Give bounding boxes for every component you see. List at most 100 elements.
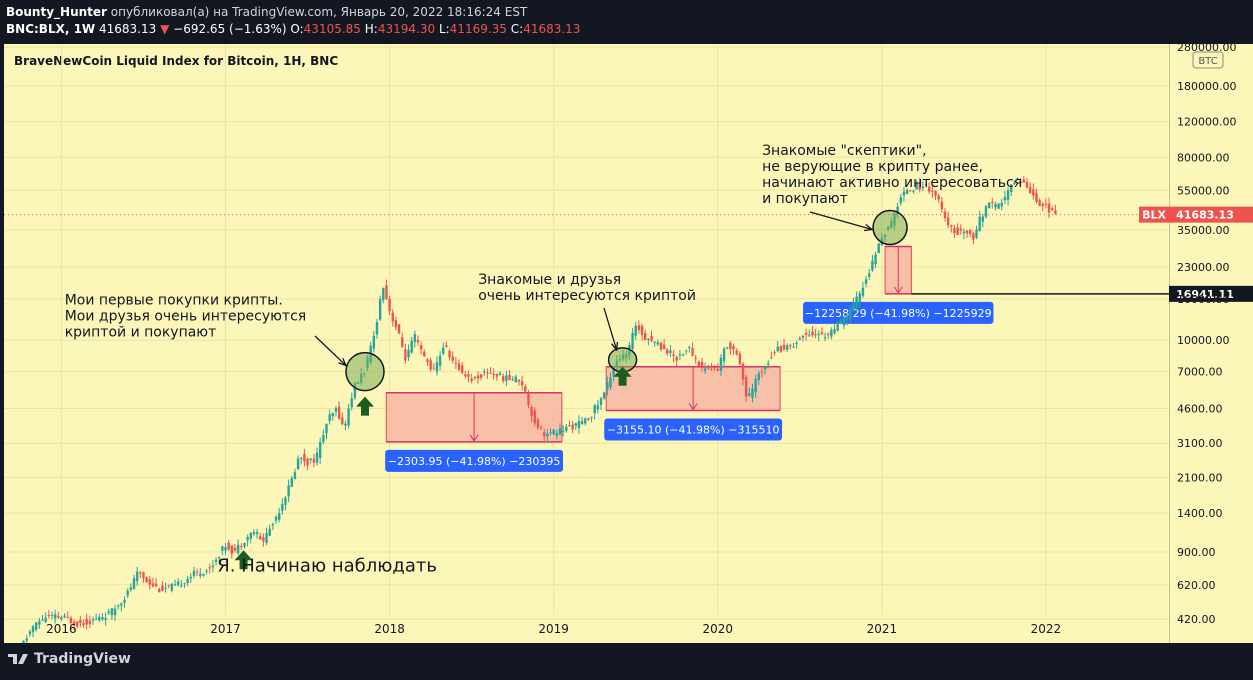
candle-body xyxy=(325,423,328,434)
pointer-head xyxy=(864,224,874,232)
chart-plot-area[interactable] xyxy=(4,44,1169,643)
candle-body xyxy=(953,228,956,234)
pointer-line xyxy=(809,211,873,231)
candle-body xyxy=(741,363,745,380)
candle-body xyxy=(590,416,593,418)
candle-body xyxy=(697,361,701,366)
drawdown-label-box xyxy=(385,449,564,472)
candle-body xyxy=(801,335,805,338)
annotation-text: Знакомые "скептики", xyxy=(762,143,926,159)
candle-body xyxy=(868,273,871,277)
candle-body xyxy=(142,572,145,579)
candle-body xyxy=(520,381,524,386)
candle-body xyxy=(905,189,909,195)
candle-body xyxy=(1051,208,1054,210)
drawdown-label: −12258.29 (−41.98%) −1225929 xyxy=(805,307,992,320)
candle-body xyxy=(508,374,511,380)
candle-body xyxy=(28,631,32,635)
candle-body xyxy=(975,229,978,238)
candle-body xyxy=(287,485,290,497)
candle-body xyxy=(281,503,284,511)
candle-body xyxy=(584,418,587,424)
currency-badge-label: BTC xyxy=(1198,56,1217,67)
candle-body xyxy=(858,293,861,303)
candle-body xyxy=(694,357,697,359)
candle-body xyxy=(195,571,199,573)
drawdown-label: −3155.10 (−41.98%) −315510 xyxy=(607,423,780,436)
candle-body xyxy=(505,375,508,381)
candle-body xyxy=(672,354,675,356)
candle-body xyxy=(158,589,161,593)
candle-body xyxy=(341,417,344,425)
candle-body xyxy=(962,231,966,234)
symbol-tag xyxy=(1139,206,1169,223)
candle-body xyxy=(271,524,275,526)
x-tick-label: 2017 xyxy=(210,622,241,636)
candle-body xyxy=(719,357,723,371)
candle-body xyxy=(442,347,445,354)
highlight-circle xyxy=(872,209,908,246)
candle-body xyxy=(460,365,464,373)
candle-body xyxy=(347,408,350,426)
y-tick-label: 55000.00 xyxy=(1177,184,1230,197)
candle-body xyxy=(410,340,413,353)
candle-body xyxy=(700,361,704,369)
annotation-text: Я. Начинаю наблюдать xyxy=(217,556,437,577)
candle-body xyxy=(754,379,757,393)
candle-body xyxy=(262,537,265,542)
candle-body xyxy=(50,615,54,617)
candle-body xyxy=(240,546,243,548)
candle-body xyxy=(1003,196,1007,201)
tradingview-icon xyxy=(8,654,28,664)
candle-body xyxy=(994,203,997,208)
candle-body xyxy=(602,392,606,399)
last-price: 41683.13 xyxy=(99,22,157,36)
annotation-text: начинают активно интересоваться xyxy=(762,175,1022,191)
candle-body xyxy=(609,377,612,388)
candle-body xyxy=(744,376,748,397)
brand-name: TradingView xyxy=(34,651,131,667)
candle-body xyxy=(322,435,325,442)
candle-body xyxy=(514,376,518,383)
candle-body xyxy=(763,366,767,370)
price-axis-label xyxy=(1169,206,1253,223)
candle-body xyxy=(656,342,660,345)
candle-body xyxy=(978,216,981,232)
candle-body xyxy=(293,472,297,479)
candle-body xyxy=(814,334,817,336)
candle-body xyxy=(296,458,300,470)
close-value: 41683.13 xyxy=(523,22,581,36)
y-tick-label: 2100.00 xyxy=(1177,472,1223,485)
price-axis-value: 41683.13 xyxy=(1176,209,1234,222)
tradingview-logo[interactable]: TradingView xyxy=(8,651,131,667)
candle-body xyxy=(451,356,454,361)
x-tick-label: 2020 xyxy=(702,622,733,636)
candle-body xyxy=(318,441,322,459)
candle-body xyxy=(735,350,738,355)
candle-body xyxy=(751,388,754,398)
candle-body xyxy=(129,587,133,590)
candle-body xyxy=(404,349,407,361)
candle-body xyxy=(154,583,158,587)
candle-body xyxy=(473,377,476,379)
candle-body xyxy=(1000,202,1003,207)
candle-body xyxy=(849,308,852,320)
candle-body xyxy=(666,349,669,354)
up-arrow-icon xyxy=(234,550,253,570)
candle-body xyxy=(909,190,912,192)
candle-body xyxy=(57,616,60,618)
candle-body xyxy=(804,332,808,335)
candle-body xyxy=(167,584,170,586)
y-tick-label: 120000.00 xyxy=(1177,116,1237,129)
pointer-head xyxy=(338,357,348,367)
candle-body xyxy=(110,608,114,616)
drawdown-label: −2303.95 (−41.98%) −230395 xyxy=(388,455,561,468)
author-name[interactable]: Bounty_Hunter xyxy=(6,5,107,19)
candle-body xyxy=(539,427,543,429)
price-axis[interactable] xyxy=(1169,44,1253,643)
candle-body xyxy=(135,571,139,582)
candle-body xyxy=(334,408,338,412)
candle-body xyxy=(448,350,451,358)
up-arrow-icon xyxy=(355,396,374,416)
